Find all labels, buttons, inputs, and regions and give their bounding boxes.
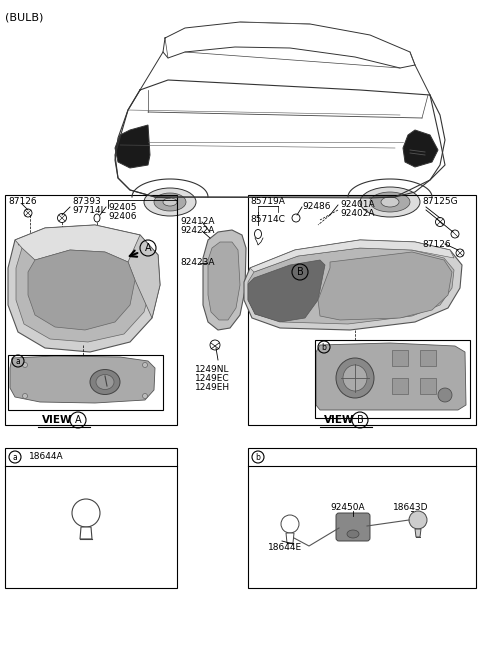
- Text: 1249NL: 1249NL: [195, 365, 229, 374]
- Text: 92412A: 92412A: [180, 217, 215, 226]
- Bar: [248, 448, 476, 588]
- Text: 92422A: 92422A: [180, 226, 215, 235]
- Bar: [248, 195, 476, 425]
- Circle shape: [143, 363, 147, 367]
- Text: VIEW: VIEW: [42, 415, 72, 425]
- Polygon shape: [286, 533, 294, 543]
- Bar: [5, 195, 177, 425]
- Polygon shape: [318, 252, 452, 320]
- Polygon shape: [248, 260, 325, 322]
- Text: 97714L: 97714L: [72, 206, 106, 215]
- Polygon shape: [403, 130, 438, 167]
- Text: 85714C: 85714C: [250, 215, 285, 224]
- Text: VIEW: VIEW: [324, 415, 355, 425]
- Polygon shape: [244, 240, 462, 330]
- Text: B: B: [357, 415, 363, 425]
- Polygon shape: [128, 235, 160, 318]
- Bar: [420, 350, 436, 366]
- Text: a: a: [12, 453, 17, 462]
- Circle shape: [23, 363, 27, 367]
- Text: 1249EC: 1249EC: [195, 374, 229, 383]
- Text: (BULB): (BULB): [5, 12, 43, 22]
- Bar: [315, 340, 470, 418]
- Text: 1249EH: 1249EH: [195, 383, 230, 392]
- Text: 18644A: 18644A: [29, 452, 64, 461]
- Ellipse shape: [347, 530, 359, 538]
- Bar: [392, 378, 408, 394]
- Text: A: A: [144, 243, 151, 253]
- FancyBboxPatch shape: [336, 513, 370, 541]
- Circle shape: [409, 511, 427, 529]
- Text: B: B: [297, 267, 303, 277]
- Polygon shape: [80, 527, 92, 539]
- Text: 92402A: 92402A: [340, 209, 374, 218]
- Polygon shape: [15, 225, 158, 262]
- Text: 82423A: 82423A: [180, 258, 215, 267]
- Text: 92450A: 92450A: [330, 503, 365, 512]
- Ellipse shape: [438, 388, 452, 402]
- Circle shape: [23, 394, 27, 398]
- Text: A: A: [75, 415, 81, 425]
- Ellipse shape: [336, 358, 374, 398]
- Text: 18644E: 18644E: [268, 543, 302, 552]
- Ellipse shape: [381, 197, 399, 207]
- Polygon shape: [316, 343, 466, 410]
- Polygon shape: [8, 225, 160, 352]
- Text: 87125G: 87125G: [422, 197, 457, 206]
- Ellipse shape: [154, 193, 186, 211]
- Text: 87126: 87126: [422, 240, 451, 249]
- Ellipse shape: [360, 187, 420, 217]
- Polygon shape: [248, 248, 454, 324]
- Text: 87393: 87393: [72, 197, 101, 206]
- Polygon shape: [16, 235, 152, 342]
- Ellipse shape: [163, 198, 177, 206]
- Text: 92406: 92406: [108, 212, 136, 221]
- Ellipse shape: [370, 192, 410, 212]
- Bar: [5, 448, 177, 588]
- Polygon shape: [208, 242, 240, 320]
- Text: 87126: 87126: [8, 197, 36, 206]
- Bar: [392, 350, 408, 366]
- Text: 92405: 92405: [108, 203, 136, 212]
- Ellipse shape: [343, 365, 367, 391]
- Text: a: a: [16, 356, 20, 365]
- Ellipse shape: [144, 188, 196, 216]
- Bar: [420, 378, 436, 394]
- Ellipse shape: [96, 375, 114, 390]
- Bar: [8, 355, 163, 410]
- Text: b: b: [322, 342, 326, 352]
- Text: 92486: 92486: [302, 202, 331, 211]
- Polygon shape: [10, 356, 155, 403]
- Text: 18643D: 18643D: [393, 503, 429, 512]
- Ellipse shape: [90, 369, 120, 394]
- Text: 92401A: 92401A: [340, 200, 374, 209]
- Polygon shape: [115, 125, 150, 168]
- Polygon shape: [415, 529, 421, 537]
- Polygon shape: [203, 230, 246, 330]
- Polygon shape: [250, 240, 454, 272]
- Circle shape: [143, 394, 147, 398]
- Text: 85719A: 85719A: [251, 197, 286, 206]
- Text: b: b: [255, 453, 261, 462]
- Polygon shape: [28, 250, 135, 330]
